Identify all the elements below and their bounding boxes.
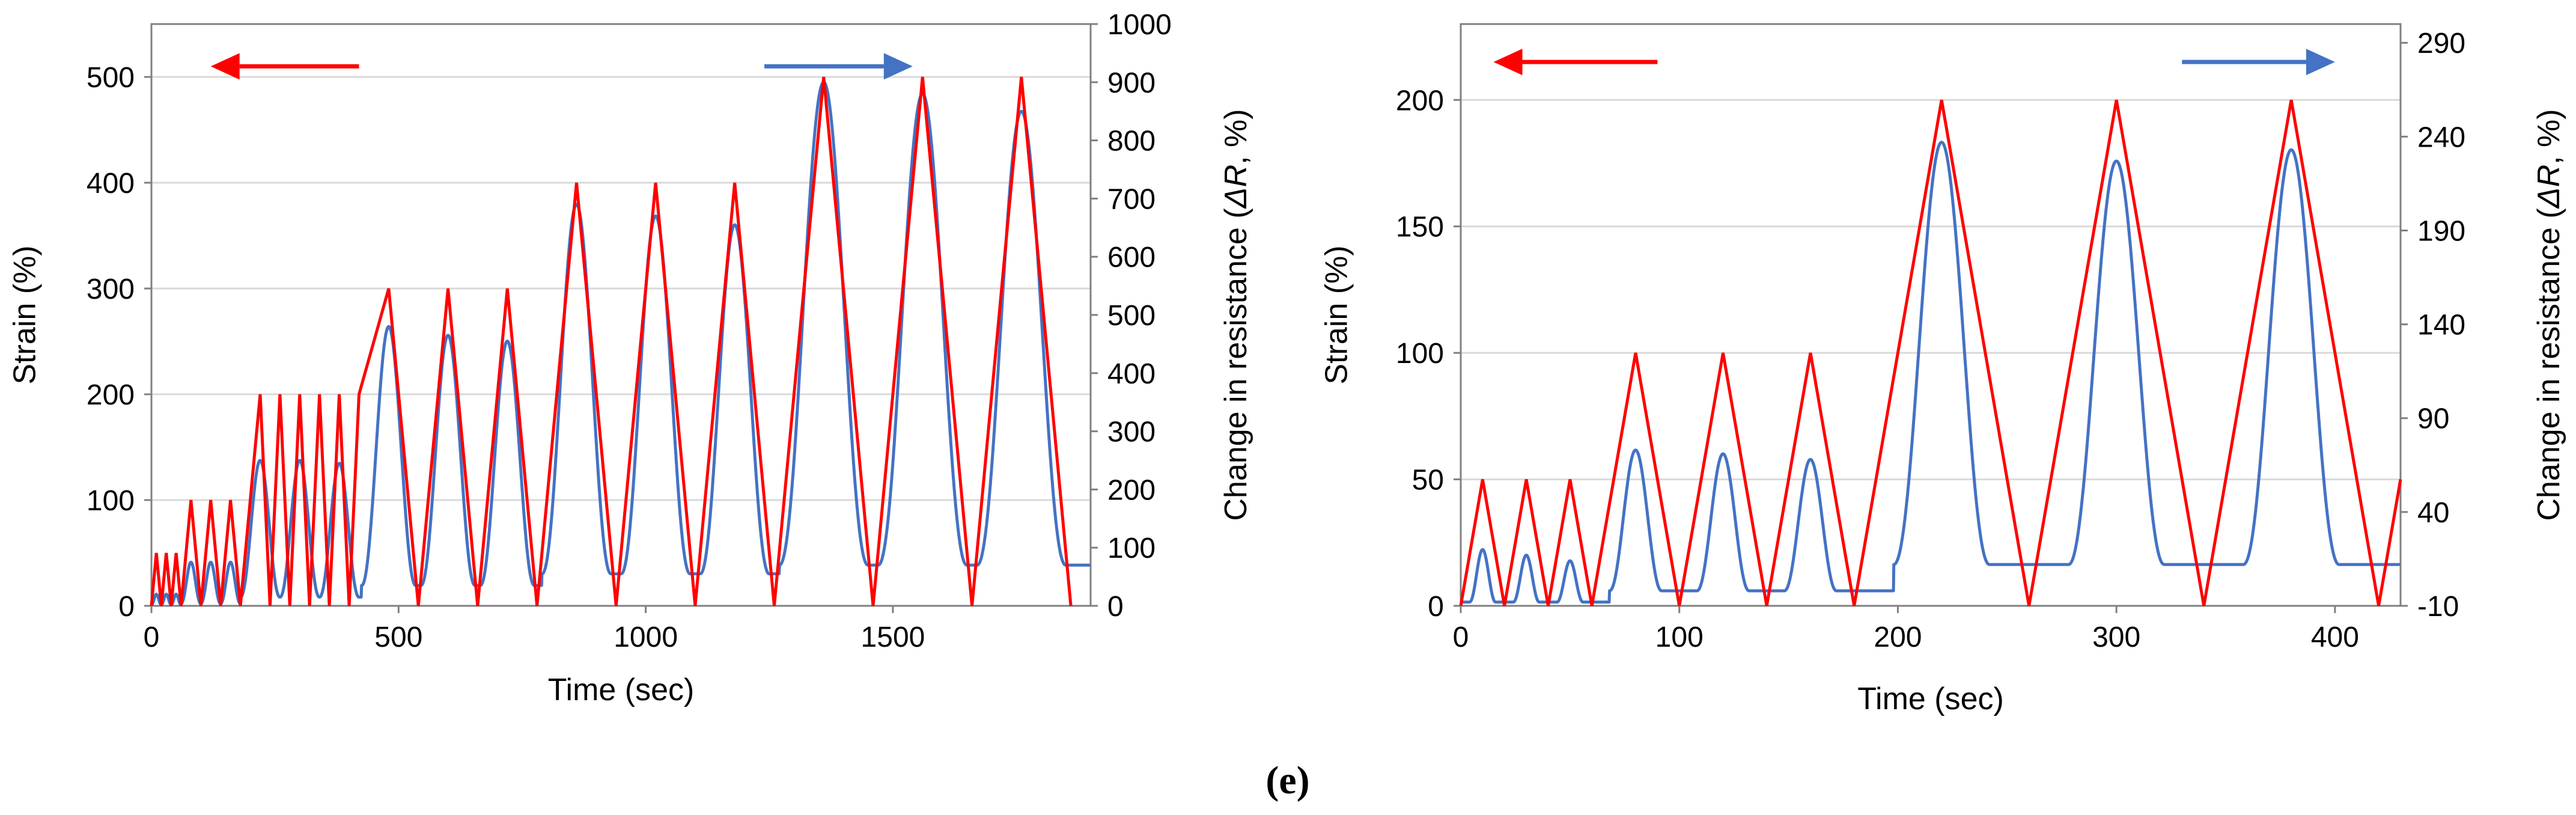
y2-title-prefix: Change in resistance ( bbox=[2532, 208, 2566, 521]
left-chart-x-axis-title: Time (sec) bbox=[548, 673, 695, 707]
left-chart-arrows bbox=[210, 53, 913, 80]
right-chart-y-axis-title: Strain (%) bbox=[1320, 245, 1354, 384]
y-tick-label: 200 bbox=[1396, 85, 1444, 117]
y2-title-italic: ΔR bbox=[1219, 165, 1253, 209]
figure-caption: (e) bbox=[1265, 759, 1309, 802]
left-chart: 0 100 200 300 400 500 0 100 200 300 400 500 600 700 8… bbox=[8, 9, 1253, 707]
right-arrow-head bbox=[883, 53, 913, 80]
y2-tick-label: 400 bbox=[1107, 358, 1156, 390]
left-chart-right-axis-ticks: 0 100 200 300 400 500 600 700 800 900 1000 bbox=[1091, 9, 1172, 623]
left-chart-y-axis-title: Strain (%) bbox=[8, 245, 43, 384]
y2-tick-label: 40 bbox=[2417, 497, 2449, 529]
x-tick-label: 400 bbox=[2311, 621, 2359, 653]
y-tick-label: 500 bbox=[87, 62, 135, 94]
y-tick-label: 0 bbox=[118, 591, 135, 623]
y-tick-label: 50 bbox=[1412, 465, 1444, 496]
y2-tick-label: -10 bbox=[2417, 591, 2459, 623]
y2-tick-label: 300 bbox=[1107, 417, 1156, 448]
y2-tick-label: 1000 bbox=[1107, 9, 1172, 41]
right-chart: 0 50 100 150 200 -10 40 90 140 190 240 290 0 100 200… bbox=[1320, 23, 2566, 716]
y2-tick-label: 140 bbox=[2417, 310, 2465, 341]
y2-title-italic: ΔR bbox=[2532, 165, 2566, 209]
y2-title-suffix: , %) bbox=[1219, 109, 1253, 164]
right-chart-x-axis-ticks: 0 100 200 300 400 bbox=[1453, 606, 2359, 653]
right-chart-plot-area bbox=[1460, 23, 2402, 607]
y-tick-label: 300 bbox=[87, 273, 135, 305]
right-chart-series bbox=[1459, 99, 2402, 606]
y2-tick-label: 0 bbox=[1107, 591, 1124, 623]
x-tick-label: 300 bbox=[2092, 621, 2140, 653]
y2-tick-label: 190 bbox=[2417, 215, 2465, 247]
left-chart-x-axis-ticks: 0 500 1000 1500 bbox=[144, 606, 925, 653]
y-tick-label: 0 bbox=[1428, 591, 1444, 623]
y2-tick-label: 700 bbox=[1107, 183, 1156, 215]
resistance-line bbox=[1460, 141, 2402, 604]
right-chart-gridlines bbox=[1461, 99, 2401, 481]
right-arrow-head bbox=[2306, 49, 2335, 76]
x-tick-label: 100 bbox=[1655, 621, 1704, 653]
left-arrow-head bbox=[210, 53, 240, 80]
y2-title-suffix: , %) bbox=[2532, 109, 2566, 164]
y-tick-label: 100 bbox=[1396, 338, 1444, 370]
y-tick-label: 400 bbox=[87, 168, 135, 200]
right-chart-right-axis-ticks: -10 40 90 140 190 240 290 bbox=[2401, 28, 2465, 623]
left-chart-series bbox=[150, 76, 1092, 606]
strain-line bbox=[1459, 99, 2402, 606]
right-chart-x-axis-title: Time (sec) bbox=[1857, 682, 2004, 716]
y2-tick-label: 500 bbox=[1107, 300, 1156, 332]
y-tick-label: 150 bbox=[1396, 212, 1444, 243]
strain-line bbox=[150, 76, 1073, 606]
y2-tick-label: 240 bbox=[2417, 121, 2465, 153]
left-arrow-head bbox=[1493, 49, 1523, 76]
resistance-line bbox=[150, 81, 1092, 606]
left-chart-left-axis-ticks: 0 100 200 300 400 500 bbox=[87, 62, 151, 623]
y-tick-label: 200 bbox=[87, 379, 135, 411]
left-chart-y2-axis-title: Change in resistance (ΔR, %) bbox=[1219, 109, 1253, 520]
right-chart-arrows bbox=[1493, 49, 2335, 76]
x-tick-label: 1500 bbox=[861, 621, 925, 653]
x-tick-label: 0 bbox=[144, 621, 160, 653]
x-tick-label: 500 bbox=[374, 621, 422, 653]
x-tick-label: 0 bbox=[1453, 621, 1469, 653]
y-tick-label: 100 bbox=[87, 485, 135, 517]
right-chart-y2-axis-title: Change in resistance (ΔR, %) bbox=[2532, 109, 2566, 520]
y2-tick-label: 900 bbox=[1107, 67, 1156, 99]
y2-tick-label: 200 bbox=[1107, 474, 1156, 506]
y2-tick-label: 800 bbox=[1107, 126, 1156, 157]
x-tick-label: 200 bbox=[1874, 621, 1922, 653]
y2-tick-label: 100 bbox=[1107, 533, 1156, 564]
y2-tick-label: 90 bbox=[2417, 403, 2449, 435]
y2-tick-label: 290 bbox=[2417, 28, 2465, 60]
y2-tick-label: 600 bbox=[1107, 242, 1156, 273]
right-chart-left-axis-ticks: 0 50 100 150 200 bbox=[1396, 85, 1461, 623]
y2-title-prefix: Change in resistance ( bbox=[1219, 208, 1253, 521]
x-tick-label: 1000 bbox=[614, 621, 678, 653]
